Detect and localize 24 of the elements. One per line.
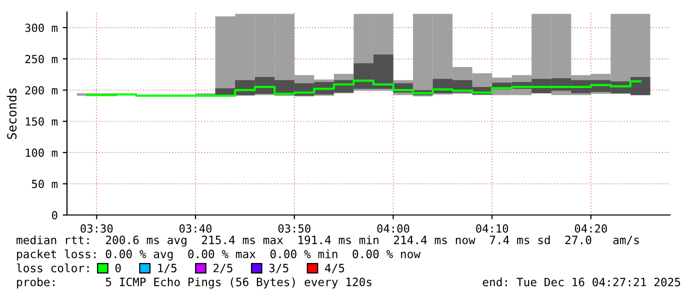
y-tick-label: 50 m (32, 180, 58, 188)
y-tick-label: 0 (52, 211, 58, 220)
y-axis-title: Seconds (6, 88, 17, 139)
x-tick-label: 04:00 (377, 224, 410, 233)
y-tick-label: 150 m (26, 117, 58, 126)
text: probe: 5 ICMP Echo Pings (56 Bytes) every 120s (17, 277, 372, 289)
text: end: Tue Dec 16 04:27:21 2025 (482, 278, 680, 286)
y-tick-label: 200 m (25, 86, 58, 94)
legend-label: 0 (115, 264, 121, 272)
legend-label: 2/5 (214, 264, 232, 274)
x-tick-label: 03:30 (80, 224, 113, 233)
y-tick-label: 250 m (25, 54, 58, 64)
x-tick-label: 03:50 (278, 224, 310, 233)
y-tick-label: 300 m (25, 24, 58, 32)
y-tick-label: 100 m (26, 148, 58, 157)
text: packet loss: 0.00 % avg 0.00 % max 0.00 % min 0.00 % now (17, 249, 421, 261)
x-tick-label: 03:40 (180, 224, 212, 233)
legend-label: 1/5 (158, 264, 176, 274)
legend-title: loss color: (16, 263, 89, 272)
legend-label: 3/5 (269, 264, 288, 274)
legend-label: 4/5 (325, 264, 344, 274)
x-tick-label: 04:10 (476, 224, 508, 233)
x-tick-label: 04:20 (574, 224, 607, 233)
text: median rtt: 200.6 ms avg 215.4 ms max 191.4 ms min 214.4 ms now 7.4 ms sd 27.0 am/s (16, 235, 639, 247)
